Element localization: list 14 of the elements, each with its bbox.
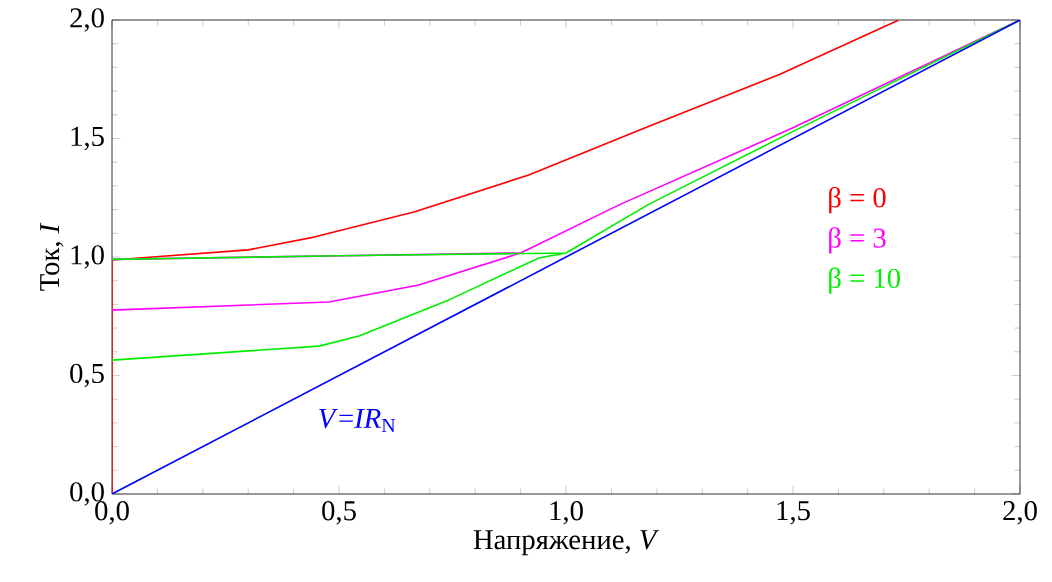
text: β = 0 [829, 186, 886, 214]
x-tick-label: 1,5 [777, 501, 810, 525]
y-axis-title: Ток, I [40, 222, 64, 291]
y-tick-label: 1,5 [71, 126, 104, 151]
annotation: V=IR$_{N}$ [319, 408, 396, 433]
x-axis-title: Напряжение, V [473, 530, 660, 556]
x-tick-label: 1,0 [550, 501, 583, 525]
y-tick-label: 1,0 [71, 245, 104, 269]
x-tick-label: 2,0 [1003, 501, 1037, 525]
text: β = 3 [829, 227, 886, 254]
text: β = 10 [829, 267, 900, 294]
x-tick-label: 0,5 [322, 501, 356, 525]
y-tick-label: 2,0 [70, 8, 104, 32]
y-tick-label: 0,5 [70, 363, 104, 388]
